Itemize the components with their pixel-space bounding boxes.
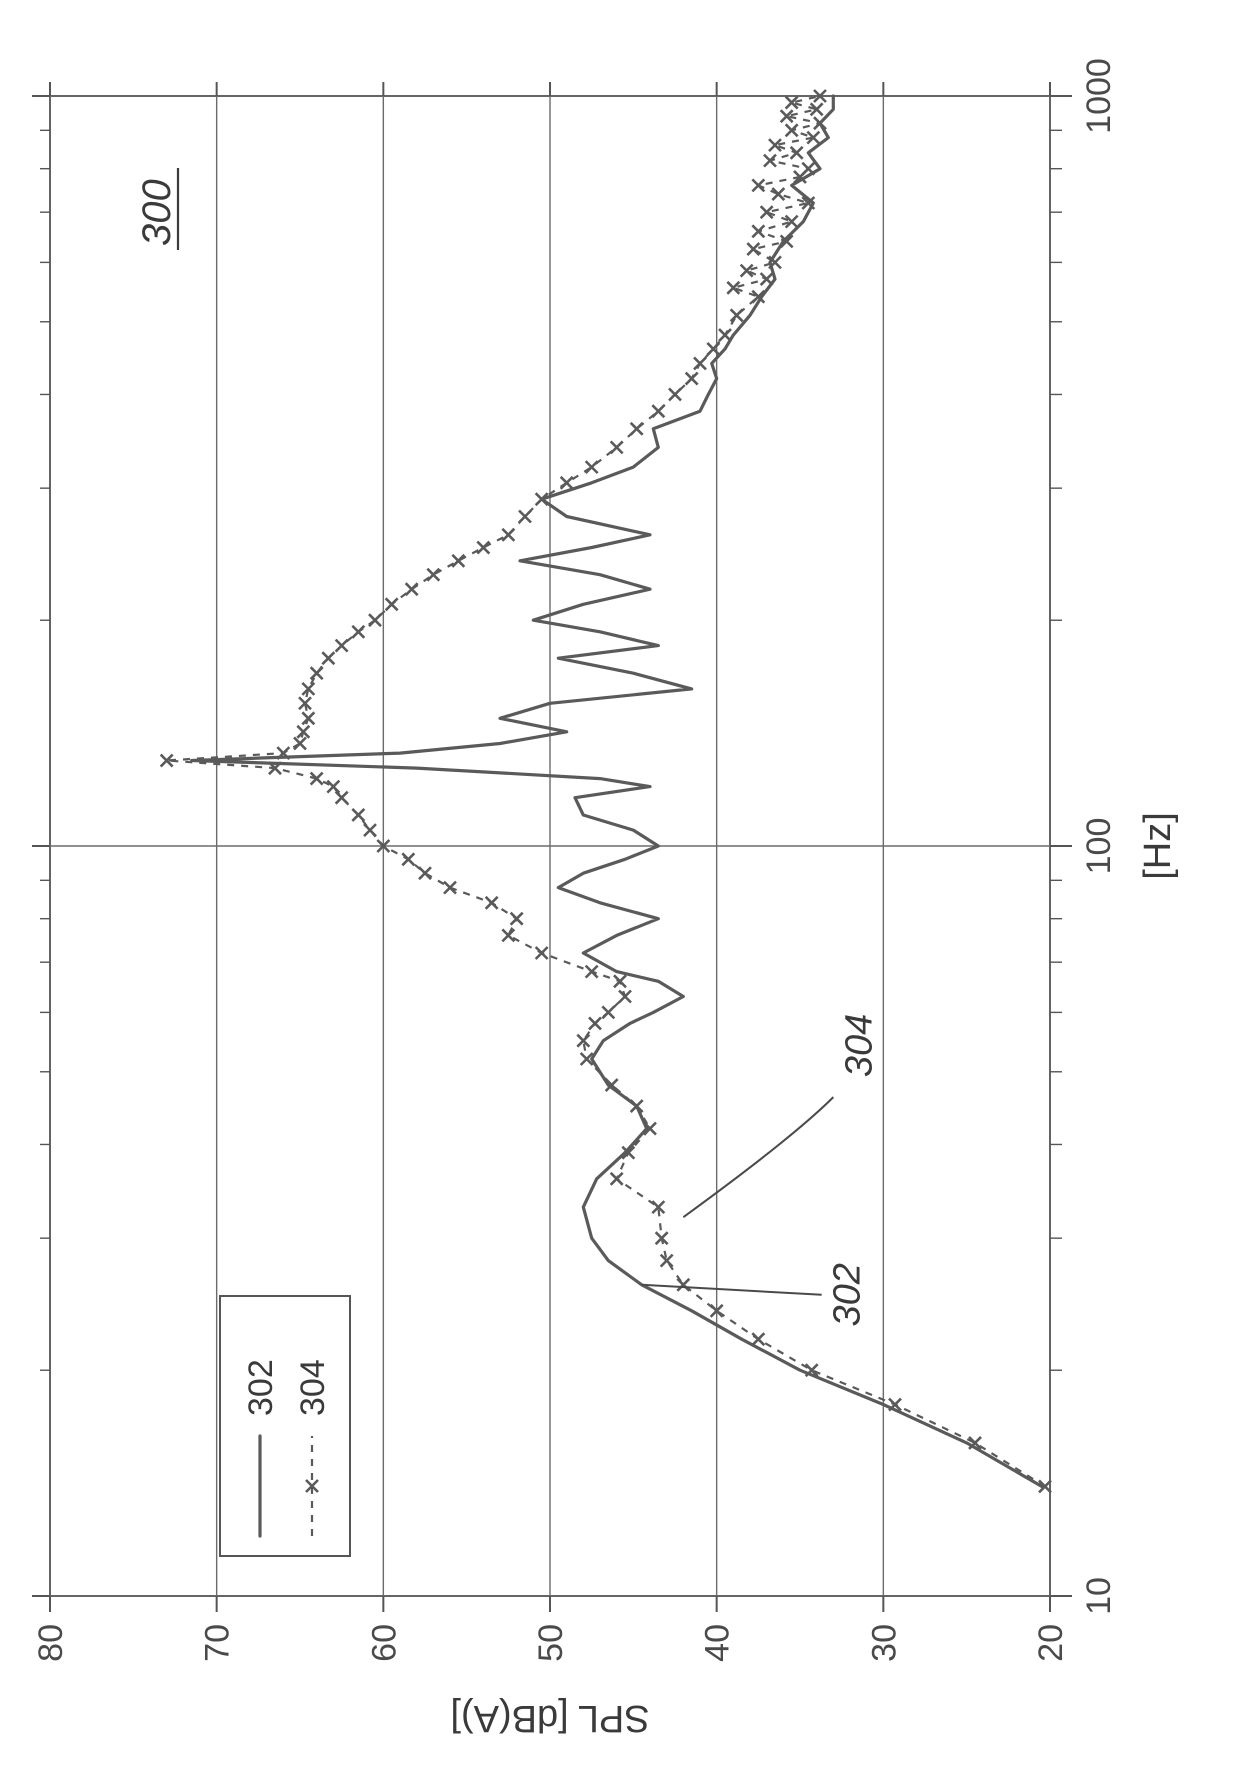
figure-reference: 300 [135,179,179,246]
series-304-markers [161,90,1051,1492]
x-axis-label: [Hz] [1137,812,1179,880]
y-tick-label: 40 [699,1624,737,1662]
legend-item-304: 304 [294,1359,332,1416]
y-tick-label: 70 [199,1624,237,1662]
legend [220,1296,350,1556]
ticks [32,82,1072,1612]
chart-svg: 10 100 1000 20 30 40 50 60 70 80 [Hz] SPL [dB(A)] 30… [0,0,1240,1766]
y-tick-label: 20 [1032,1624,1070,1662]
callout-302: 302 [827,1263,869,1326]
grid [50,96,1050,1596]
chart-container: 10 100 1000 20 30 40 50 60 70 80 [Hz] SPL [dB(A)] 30… [0,0,1240,1766]
x-tick-label: 10 [1080,1577,1118,1615]
y-tick-label: 80 [32,1624,70,1662]
y-tick-label: 30 [865,1624,903,1662]
y-axis-label: SPL [dB(A)] [450,1697,649,1739]
callout-leader-304 [683,1097,833,1217]
x-tick-label: 100 [1080,818,1118,875]
callout-leader-302 [642,1285,822,1295]
series-304 [167,96,1045,1486]
y-tick-label: 50 [532,1624,570,1662]
callout-304: 304 [838,1014,880,1077]
legend-item-302: 302 [242,1359,280,1416]
x-tick-label: 1000 [1080,58,1118,134]
series-302 [192,96,1042,1486]
y-tick-label: 60 [365,1624,403,1662]
